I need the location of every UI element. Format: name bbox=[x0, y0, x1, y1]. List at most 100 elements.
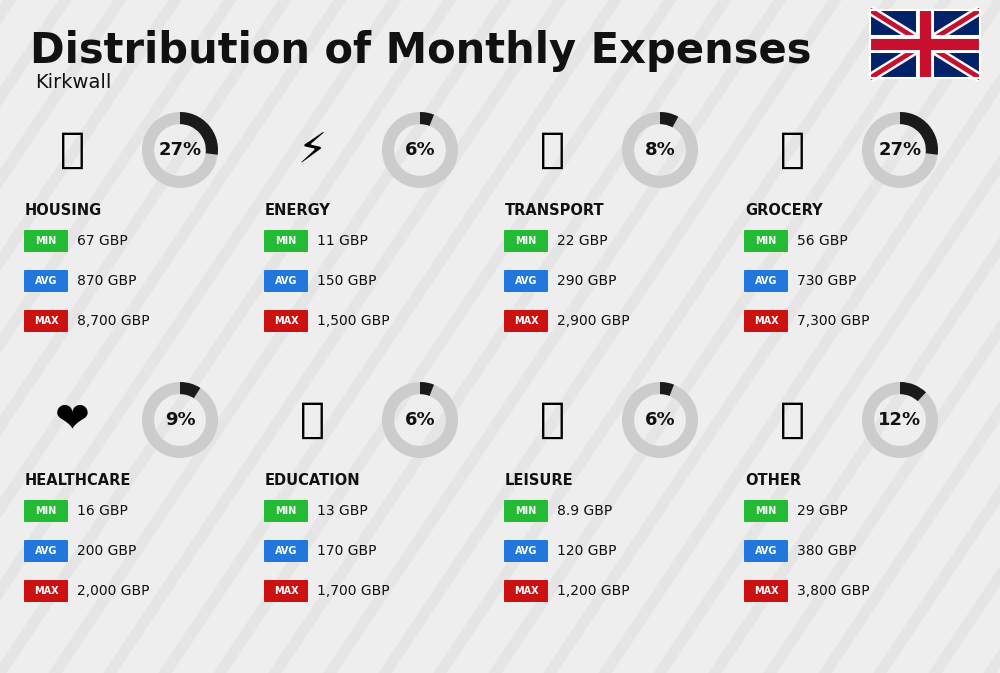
Wedge shape bbox=[622, 382, 698, 458]
Text: 290 GBP: 290 GBP bbox=[557, 274, 616, 288]
Wedge shape bbox=[142, 112, 218, 188]
Text: 1,700 GBP: 1,700 GBP bbox=[317, 584, 390, 598]
Text: MAX: MAX bbox=[754, 586, 778, 596]
Wedge shape bbox=[180, 382, 200, 398]
Text: 22 GBP: 22 GBP bbox=[557, 234, 608, 248]
Wedge shape bbox=[900, 382, 926, 401]
FancyBboxPatch shape bbox=[24, 310, 68, 332]
Text: AVG: AVG bbox=[755, 276, 777, 286]
Wedge shape bbox=[382, 382, 458, 458]
FancyBboxPatch shape bbox=[264, 500, 308, 522]
Text: MAX: MAX bbox=[274, 316, 298, 326]
Text: 🛒: 🛒 bbox=[780, 129, 804, 171]
Text: OTHER: OTHER bbox=[745, 473, 801, 488]
Text: 🏢: 🏢 bbox=[60, 129, 84, 171]
Text: 12%: 12% bbox=[878, 411, 922, 429]
Text: 8%: 8% bbox=[645, 141, 675, 159]
Text: MAX: MAX bbox=[514, 586, 538, 596]
Wedge shape bbox=[660, 382, 674, 396]
Text: MIN: MIN bbox=[515, 506, 537, 516]
Text: 170 GBP: 170 GBP bbox=[317, 544, 376, 558]
FancyBboxPatch shape bbox=[504, 540, 548, 562]
Text: 29 GBP: 29 GBP bbox=[797, 504, 848, 518]
Text: MAX: MAX bbox=[274, 586, 298, 596]
Text: 6%: 6% bbox=[405, 141, 435, 159]
FancyBboxPatch shape bbox=[744, 500, 788, 522]
Text: Kirkwall: Kirkwall bbox=[35, 73, 111, 92]
FancyBboxPatch shape bbox=[744, 270, 788, 292]
Text: ⚡: ⚡ bbox=[297, 129, 327, 171]
Text: MAX: MAX bbox=[514, 316, 538, 326]
Text: TRANSPORT: TRANSPORT bbox=[505, 203, 605, 218]
FancyBboxPatch shape bbox=[24, 540, 68, 562]
Text: EDUCATION: EDUCATION bbox=[265, 473, 361, 488]
FancyBboxPatch shape bbox=[744, 580, 788, 602]
Text: MIN: MIN bbox=[515, 236, 537, 246]
Text: 27%: 27% bbox=[158, 141, 202, 159]
Wedge shape bbox=[900, 112, 938, 155]
Text: 13 GBP: 13 GBP bbox=[317, 504, 368, 518]
Text: 11 GBP: 11 GBP bbox=[317, 234, 368, 248]
Text: 27%: 27% bbox=[878, 141, 922, 159]
Text: 🚌: 🚌 bbox=[540, 129, 564, 171]
Text: 870 GBP: 870 GBP bbox=[77, 274, 136, 288]
Text: 🛍️: 🛍️ bbox=[540, 399, 564, 441]
Text: MIN: MIN bbox=[35, 236, 57, 246]
Wedge shape bbox=[382, 112, 458, 188]
FancyBboxPatch shape bbox=[24, 580, 68, 602]
Text: AVG: AVG bbox=[515, 276, 537, 286]
Text: MAX: MAX bbox=[34, 586, 58, 596]
Wedge shape bbox=[180, 112, 218, 155]
Text: 6%: 6% bbox=[405, 411, 435, 429]
Text: MIN: MIN bbox=[755, 236, 777, 246]
Text: 💰: 💰 bbox=[780, 399, 804, 441]
Text: 120 GBP: 120 GBP bbox=[557, 544, 616, 558]
FancyBboxPatch shape bbox=[744, 230, 788, 252]
FancyBboxPatch shape bbox=[264, 310, 308, 332]
Wedge shape bbox=[420, 112, 434, 126]
Text: 7,300 GBP: 7,300 GBP bbox=[797, 314, 870, 328]
Text: 8,700 GBP: 8,700 GBP bbox=[77, 314, 150, 328]
Text: AVG: AVG bbox=[275, 546, 297, 556]
FancyBboxPatch shape bbox=[24, 230, 68, 252]
FancyBboxPatch shape bbox=[504, 230, 548, 252]
FancyBboxPatch shape bbox=[744, 540, 788, 562]
Text: ❤️: ❤️ bbox=[55, 399, 89, 441]
Text: 730 GBP: 730 GBP bbox=[797, 274, 856, 288]
Text: LEISURE: LEISURE bbox=[505, 473, 574, 488]
Text: 9%: 9% bbox=[165, 411, 195, 429]
Wedge shape bbox=[862, 112, 938, 188]
FancyBboxPatch shape bbox=[264, 580, 308, 602]
Text: HEALTHCARE: HEALTHCARE bbox=[25, 473, 131, 488]
Text: 380 GBP: 380 GBP bbox=[797, 544, 856, 558]
FancyBboxPatch shape bbox=[744, 310, 788, 332]
Text: MAX: MAX bbox=[34, 316, 58, 326]
Text: AVG: AVG bbox=[755, 546, 777, 556]
Wedge shape bbox=[142, 382, 218, 458]
FancyBboxPatch shape bbox=[264, 270, 308, 292]
Text: 16 GBP: 16 GBP bbox=[77, 504, 128, 518]
Text: 6%: 6% bbox=[645, 411, 675, 429]
Text: MIN: MIN bbox=[275, 506, 297, 516]
Text: 1,500 GBP: 1,500 GBP bbox=[317, 314, 390, 328]
Text: MIN: MIN bbox=[35, 506, 57, 516]
Text: HOUSING: HOUSING bbox=[25, 203, 102, 218]
Wedge shape bbox=[622, 112, 698, 188]
Wedge shape bbox=[420, 382, 434, 396]
Text: 150 GBP: 150 GBP bbox=[317, 274, 376, 288]
Text: Distribution of Monthly Expenses: Distribution of Monthly Expenses bbox=[30, 30, 812, 72]
Text: MIN: MIN bbox=[755, 506, 777, 516]
Text: AVG: AVG bbox=[35, 546, 57, 556]
FancyBboxPatch shape bbox=[264, 540, 308, 562]
FancyBboxPatch shape bbox=[264, 230, 308, 252]
Text: AVG: AVG bbox=[515, 546, 537, 556]
FancyBboxPatch shape bbox=[504, 270, 548, 292]
FancyBboxPatch shape bbox=[24, 270, 68, 292]
Text: MIN: MIN bbox=[275, 236, 297, 246]
Text: 2,900 GBP: 2,900 GBP bbox=[557, 314, 630, 328]
Bar bbox=[870, 10, 980, 78]
Text: 200 GBP: 200 GBP bbox=[77, 544, 136, 558]
Text: 🎓: 🎓 bbox=[300, 399, 324, 441]
Bar bbox=[870, 10, 980, 78]
Text: AVG: AVG bbox=[275, 276, 297, 286]
